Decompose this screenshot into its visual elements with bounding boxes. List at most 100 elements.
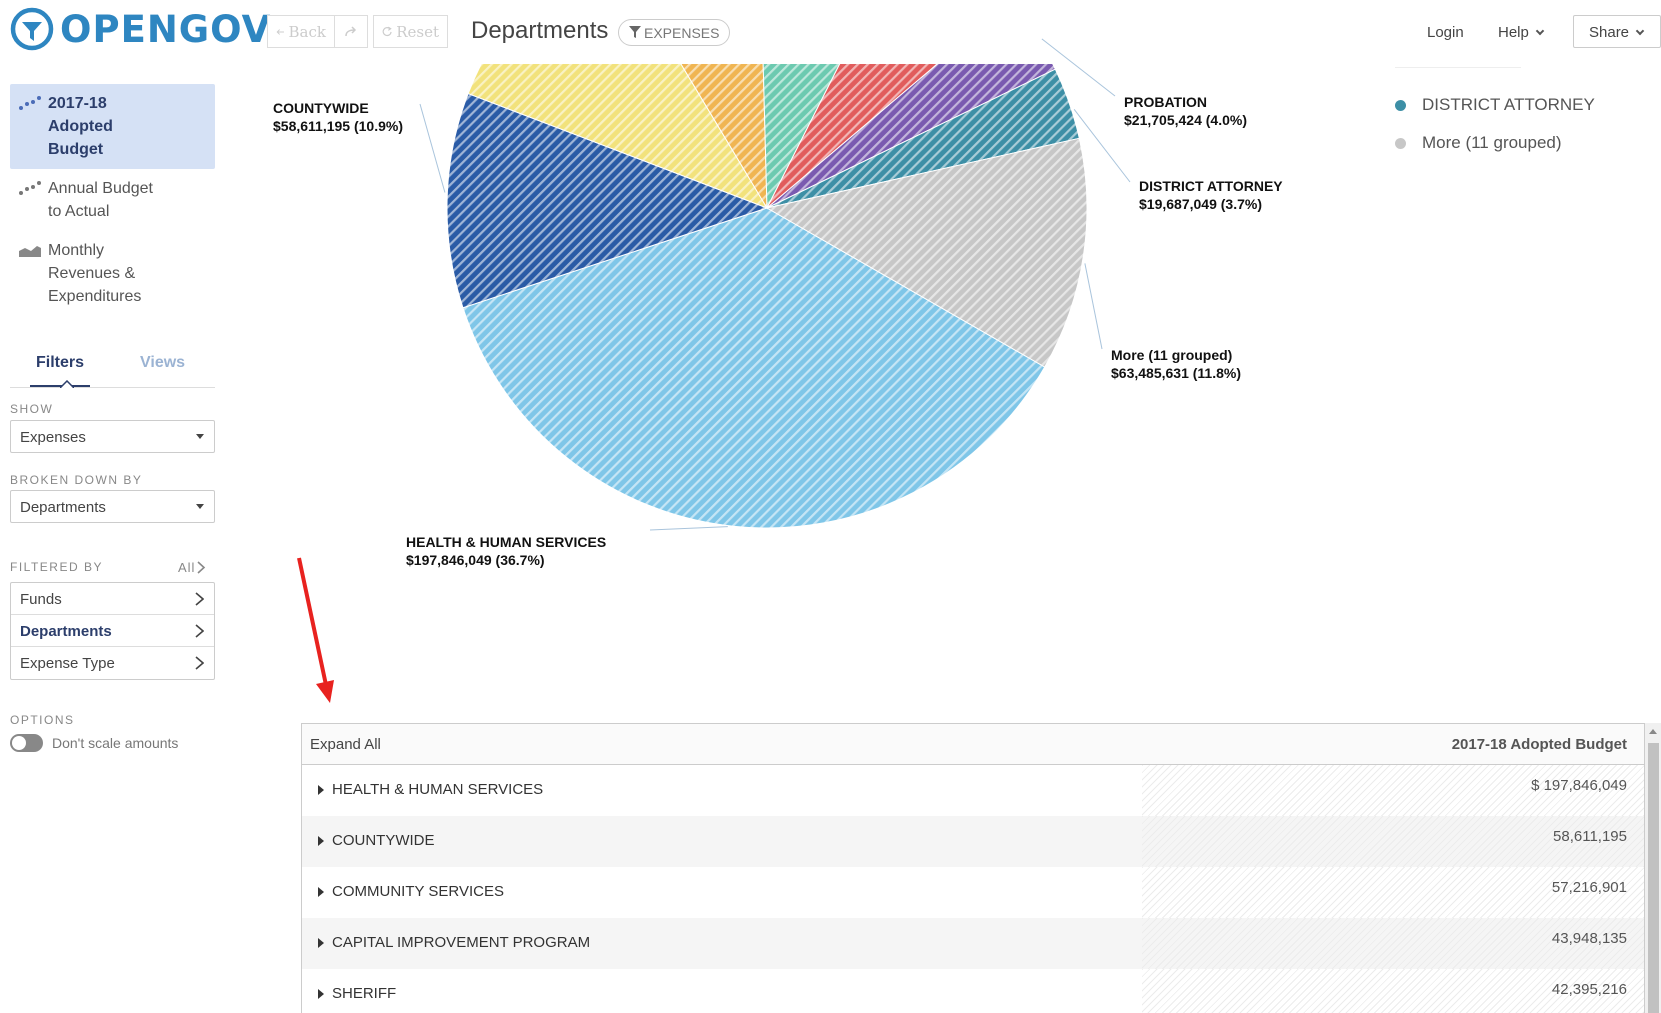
brand-name: OPENGOV — [60, 7, 272, 51]
legend-item[interactable]: DISTRICT ATTORNEY — [1395, 86, 1595, 124]
filter-list: Funds Departments Expense Type — [10, 582, 215, 680]
arrow-left-icon — [276, 28, 284, 35]
broken-down-by-value: Departments — [20, 499, 106, 516]
pie-slice[interactable] — [446, 92, 769, 309]
login-link[interactable]: Login — [1427, 24, 1464, 41]
row-name: COUNTYWIDE — [332, 832, 435, 849]
expand-triangle-icon[interactable] — [318, 836, 324, 846]
slice-label-name: PROBATION — [1124, 94, 1207, 110]
pie-slice[interactable] — [758, 0, 911, 209]
slice-label-countywide: COUNTYWIDE $58,611,195 (10.9%) — [273, 99, 403, 135]
column-header-budget[interactable]: 2017-18 Adopted Budget — [1451, 736, 1627, 753]
leader-line — [1084, 263, 1103, 350]
table-row[interactable]: HEALTH & HUMAN SERVICES $ 197,846,049 — [302, 765, 1644, 816]
row-bar — [1142, 867, 1644, 918]
slice-label-health-human-services: HEALTH & HUMAN SERVICES $197,846,049 (36… — [406, 533, 606, 569]
tab-views[interactable]: Views — [140, 354, 186, 371]
table-row[interactable]: COUNTYWIDE 58,611,195 — [302, 816, 1644, 867]
scale-amounts-toggle[interactable] — [10, 734, 43, 752]
share-label: Share — [1589, 24, 1630, 41]
slice-label-name: COUNTYWIDE — [273, 100, 369, 116]
nav-item-budget-to-actual[interactable]: Annual Budget to Actual — [10, 169, 215, 231]
leader-line — [419, 103, 446, 193]
nav-item-adopted-budget[interactable]: 2017-18 Adopted Budget — [10, 84, 215, 169]
table-row[interactable]: COMMUNITY SERVICES 57,216,901 — [302, 867, 1644, 918]
row-bar — [1142, 816, 1644, 867]
slice-label-value: $58,611,195 (10.9%) — [273, 118, 403, 134]
filter-item-label: Funds — [20, 591, 62, 608]
row-bar — [1142, 765, 1644, 816]
active-tab-indicator — [30, 385, 90, 387]
table-row[interactable]: SHERIFF 42,395,216 — [302, 969, 1644, 1013]
expand-triangle-icon[interactable] — [318, 887, 324, 897]
redo-button[interactable] — [334, 15, 368, 48]
table-row[interactable]: CAPITAL IMPROVEMENT PROGRAM 43,948,135 — [302, 918, 1644, 969]
row-name: COMMUNITY SERVICES — [332, 883, 504, 900]
show-select[interactable]: Expenses — [10, 420, 215, 453]
broken-down-by-select[interactable]: Departments — [10, 490, 215, 523]
filter-icon — [629, 26, 641, 38]
page-title: Departments — [471, 17, 609, 44]
leader-line — [1041, 38, 1116, 97]
pie-slice[interactable] — [765, 137, 1088, 368]
nav-item-label: 2017-18 Adopted Budget — [48, 95, 113, 158]
tab-caret-icon — [60, 380, 74, 388]
scatter-icon — [18, 92, 48, 161]
filter-funds[interactable]: Funds — [11, 583, 214, 615]
pie-slice[interactable] — [462, 207, 1046, 529]
row-name: HEALTH & HUMAN SERVICES — [332, 781, 544, 798]
chevron-right-icon — [195, 592, 204, 606]
pie-slice[interactable] — [603, 0, 768, 210]
filter-item-label: Departments — [20, 623, 112, 640]
toggle-knob — [12, 736, 26, 750]
opengov-logo-icon — [10, 7, 54, 51]
nav-item-label: Annual Budget to Actual — [48, 180, 153, 220]
slice-label-value: $21,705,424 (4.0%) — [1124, 112, 1247, 128]
filter-expense-type[interactable]: Expense Type — [11, 647, 214, 679]
expand-triangle-icon[interactable] — [318, 989, 324, 999]
expand-triangle-icon[interactable] — [318, 785, 324, 795]
legend-item[interactable]: More (11 grouped) — [1395, 124, 1595, 162]
back-button[interactable]: Back — [267, 15, 335, 48]
tab-filters[interactable]: Filters — [36, 354, 85, 371]
sidebar-nav: 2017-18 Adopted Budget Annual Budget to … — [10, 84, 215, 316]
slice-label-value: $19,687,049 (3.7%) — [1139, 196, 1262, 212]
row-name: CAPITAL IMPROVEMENT PROGRAM — [332, 934, 591, 951]
slice-label-name: DISTRICT ATTORNEY — [1139, 178, 1283, 194]
chevron-right-icon — [197, 561, 206, 574]
pie-slice[interactable] — [467, 0, 769, 209]
pie-chart — [419, 0, 1131, 531]
row-bar — [1142, 969, 1644, 1013]
leader-line — [649, 526, 728, 531]
slice-label-probation: PROBATION $21,705,424 (4.0%) — [1124, 93, 1247, 129]
legend-label: DISTRICT ATTORNEY — [1422, 95, 1595, 114]
show-select-value: Expenses — [20, 429, 86, 446]
redo-icon — [345, 25, 357, 36]
expand-all-button[interactable]: Expand All — [310, 736, 381, 753]
help-label: Help — [1498, 24, 1529, 41]
filter-departments[interactable]: Departments — [11, 615, 214, 647]
reset-icon — [382, 26, 392, 37]
expand-triangle-icon[interactable] — [318, 938, 324, 948]
opengov-logo[interactable]: OPENGOV — [10, 6, 271, 52]
reset-button[interactable]: Reset — [373, 15, 448, 48]
reset-label: Reset — [396, 22, 439, 41]
expenses-filter-badge[interactable]: EXPENSES — [618, 19, 731, 46]
filtered-by-all-link[interactable]: All — [178, 560, 206, 575]
area-chart-icon — [18, 239, 48, 308]
slice-label-value: $63,485,631 (11.8%) — [1111, 365, 1241, 381]
row-name: SHERIFF — [332, 985, 397, 1002]
slice-label-district-attorney: DISTRICT ATTORNEY $19,687,049 (3.7%) — [1139, 177, 1283, 213]
legend-swatch — [1395, 99, 1406, 111]
help-menu[interactable]: Help — [1498, 24, 1545, 41]
scroll-up-icon[interactable] — [1649, 729, 1657, 734]
legend-swatch — [1395, 137, 1406, 149]
filter-item-label: Expense Type — [20, 655, 115, 672]
nav-item-monthly[interactable]: Monthly Revenues & Expenditures — [10, 231, 215, 316]
chevron-right-icon — [195, 656, 204, 670]
row-value: 57,216,901 — [1551, 879, 1627, 896]
leader-line — [1073, 109, 1131, 183]
table-scrollbar-thumb[interactable] — [1648, 743, 1659, 1013]
legend-label: More (11 grouped) — [1422, 133, 1562, 152]
slice-label-more-grouped: More (11 grouped) $63,485,631 (11.8%) — [1111, 346, 1241, 382]
